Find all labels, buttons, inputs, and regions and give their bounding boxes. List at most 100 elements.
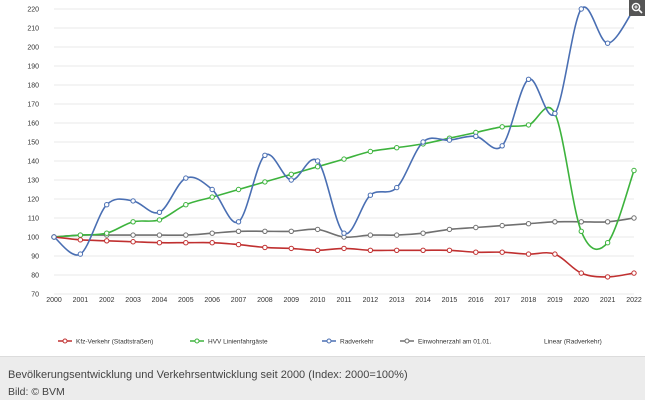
data-point [394,184,400,191]
data-point [578,6,584,12]
data-point [288,245,294,252]
data-point [499,249,505,255]
data-point [235,228,242,235]
data-point [235,186,242,193]
x-tick-label: 2019 [547,297,563,304]
image-credit: Bild: © BVM [8,386,65,398]
data-point [341,230,347,236]
legend-label: Einwohnerzahl am 01.01. [418,338,492,345]
x-tick-label: 2013 [389,297,405,304]
x-tick-label: 2011 [336,297,351,304]
x-tick-label: 2006 [204,297,220,304]
data-point [51,234,57,240]
data-point [525,251,532,257]
data-point [473,224,479,231]
data-point [420,139,426,145]
y-tick-label: 220 [27,7,39,14]
data-point [367,192,374,198]
data-point [314,247,321,254]
data-point [578,270,584,276]
data-point [77,232,84,238]
x-tick-label: 2001 [73,297,89,304]
data-point [341,245,347,252]
data-point [604,40,611,46]
data-point [314,164,321,170]
data-point [578,228,584,235]
data-point [262,152,268,159]
data-point [77,237,84,243]
data-point [183,232,189,238]
series-line [53,106,635,251]
data-point [156,240,163,246]
zoom-in-button[interactable] [629,0,645,16]
data-point [156,209,163,216]
chart: 220 210 200 190 180 170 160 150 140 130 120 110 100 9… [27,6,642,345]
data-point [552,251,558,257]
x-tick-label: 2016 [468,297,484,304]
chart-area: 220 210 200 190 180 170 160 150 140 130 120 110 100 9… [27,6,642,346]
data-point [209,194,215,200]
x-tick-label: 2015 [442,297,458,304]
legend-swatch-marker [326,338,332,344]
legend-swatch-marker [404,338,410,344]
x-tick-label: 2002 [99,297,115,304]
data-point [341,156,347,162]
legend-label: Kfz-Verkehr (Stadtstraßen) [76,338,153,345]
data-point [367,232,374,238]
x-tick-label: 2008 [257,297,273,304]
data-point [104,230,110,236]
data-point [394,232,400,238]
data-point [209,230,215,236]
x-tick-label: 2012 [363,297,379,304]
data-point [183,202,189,208]
data-point [473,133,479,140]
data-point [156,232,163,238]
y-tick-label: 190 [27,64,39,71]
data-point [525,76,532,83]
data-point [631,270,637,276]
x-tick-label: 2017 [494,297,510,304]
x-tick-label: 2000 [46,297,62,304]
x-tick-label: 2005 [178,297,194,304]
x-tick-label: 2004 [152,297,168,304]
data-point [288,171,294,178]
data-point [473,249,479,255]
data-point [130,198,136,204]
data-point [183,175,189,181]
data-point [209,186,215,193]
data-point [130,219,136,225]
data-point [367,148,374,155]
data-point [578,219,584,225]
legend-label: Radverkehr [340,338,374,345]
y-tick-label: 100 [27,235,39,242]
data-point [604,240,611,246]
data-point [499,143,505,149]
data-point [314,226,321,233]
data-point [288,177,294,183]
y-tick-label: 200 [27,45,39,52]
x-tick-label: 2018 [521,297,537,304]
y-tick-label: 110 [28,216,39,223]
data-point [394,247,400,254]
y-tick-label: 120 [27,197,39,204]
legend-swatch-marker [62,338,68,344]
y-tick-label: 90 [31,254,39,261]
data-point [525,221,532,227]
x-tick-label: 2003 [125,297,141,304]
y-tick-label: 180 [27,83,39,90]
data-point [235,219,242,225]
data-point [235,241,242,248]
x-tick-label: 2009 [283,297,299,304]
data-point [525,122,532,128]
data-point [156,217,163,223]
data-point [104,238,110,244]
series-line [53,236,635,278]
data-point [446,137,453,143]
data-point [130,232,136,238]
data-point [183,240,189,246]
y-tick-label: 170 [27,102,39,109]
data-point [420,247,426,254]
y-tick-label: 80 [31,273,39,280]
data-point [552,219,558,225]
data-point [604,274,611,280]
